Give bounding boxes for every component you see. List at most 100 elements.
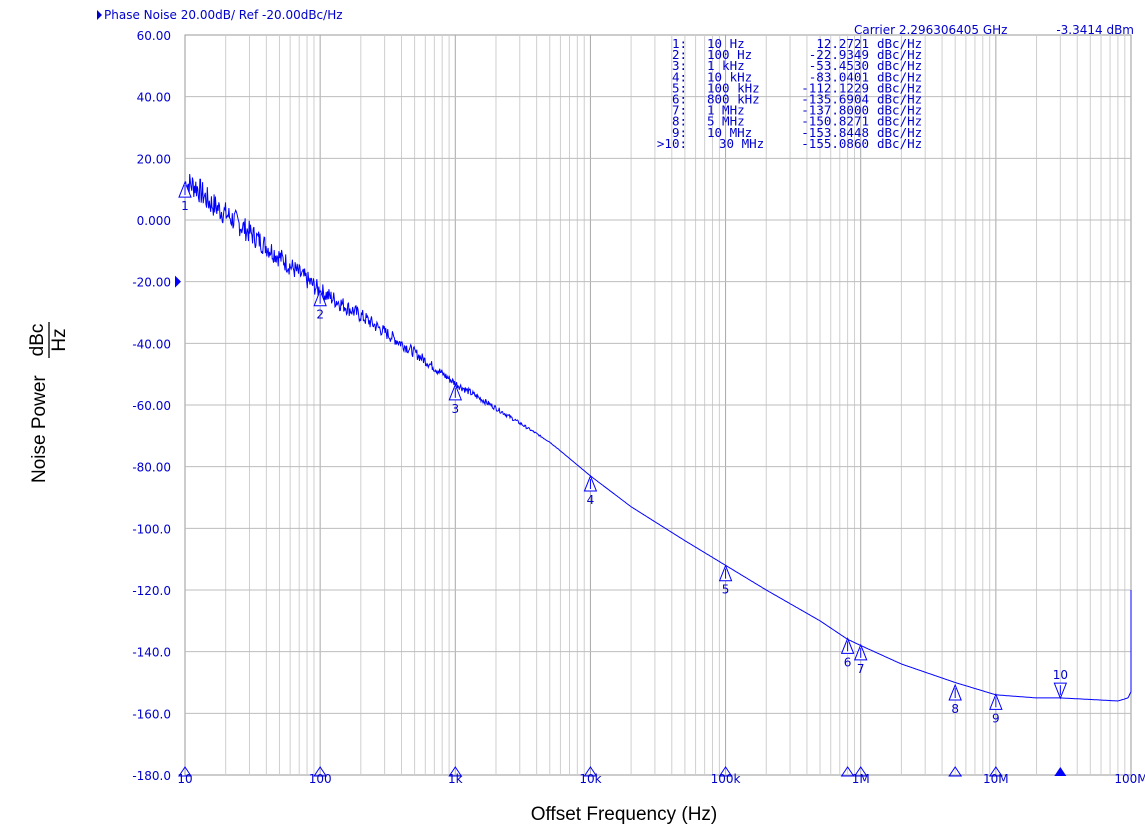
bottom-marker-icon <box>948 766 963 777</box>
marker-table-index: 8: <box>672 114 687 129</box>
bottom-marker-icon <box>178 766 192 777</box>
marker-label: 9 <box>992 711 1000 725</box>
marker-table-unit: dBc/Hz <box>877 36 922 51</box>
marker-table-value: -112.1229 <box>801 80 869 95</box>
y-tick-label: -100.0 <box>132 522 171 536</box>
bottom-marker-active-icon <box>1054 767 1067 776</box>
marker-label: 1 <box>181 199 189 213</box>
marker-table-value: -135.6904 <box>801 92 869 107</box>
y-tick-label: -160.0 <box>132 707 171 721</box>
marker-label: 2 <box>316 308 324 322</box>
reference-level-arrow-icon <box>175 275 181 288</box>
marker-readout-table: 1: 10 Hz 12.2721 dBc/Hz 2: 100 Hz -22.9349 dBc/… <box>657 36 922 151</box>
marker-table-unit: dBc/Hz <box>877 136 922 151</box>
bottom-marker-icon <box>853 766 868 777</box>
x-tick-label: 1M <box>852 772 870 786</box>
marker-table-frequency: 10 MHz <box>707 125 752 140</box>
marker-table-value: -53.4530 <box>809 58 869 73</box>
x-tick-label: 100M <box>1114 772 1145 786</box>
carrier-label: Carrier 2.296306405 GHz <box>854 23 1007 37</box>
x-tick-label: 1k <box>448 772 463 786</box>
marker-label: 6 <box>844 655 852 669</box>
bottom-marker-icon <box>840 766 855 777</box>
marker-table-unit: dBc/Hz <box>877 47 922 62</box>
x-tick-label: 10 <box>177 772 192 786</box>
y-tick-label: -60.00 <box>132 399 171 413</box>
marker-table-index: 3: <box>672 58 687 73</box>
marker-label: 5 <box>722 583 730 597</box>
marker-table-frequency: 1 kHz <box>707 58 745 73</box>
trace-layer <box>184 173 1132 702</box>
marker-label: 3 <box>451 402 459 416</box>
x-axis-title: Offset Frequency (Hz) <box>531 804 718 825</box>
marker-table-frequency: 10 Hz <box>707 36 745 51</box>
marker-table-frequency: 10 kHz <box>707 69 752 84</box>
y-axis-title-main: Noise Power <box>29 375 50 483</box>
bottom-marker-icon <box>448 766 463 777</box>
bottom-marker-row <box>178 766 1067 777</box>
x-tick-label: 100 <box>309 772 332 786</box>
marker-layer: 1 2 3 4 5 6 7 8 9 10 <box>178 180 1068 725</box>
marker-table-index: 9: <box>672 125 687 140</box>
marker-label: 4 <box>587 493 595 507</box>
y-axis-unit-numerator: dBc <box>27 324 48 357</box>
marker-table-index: 6: <box>672 92 687 107</box>
chart-header: Phase Noise 20.00dB/ Ref -20.00dBc/Hz <box>104 8 343 22</box>
marker-table-frequency: 800 kHz <box>707 92 760 107</box>
marker-table-value: -137.8000 <box>801 103 869 118</box>
marker-table-value: -83.0401 <box>809 69 869 84</box>
y-tick-label: -120.0 <box>132 584 171 598</box>
y-tick-labels: 60.00 40.00 20.00 0.000 -20.00 -40.00 -60.00 -8… <box>132 29 171 783</box>
marker-table-index: 4: <box>672 69 687 84</box>
marker-table-value: -150.8271 <box>801 114 869 129</box>
marker-table-index: 5: <box>672 80 687 95</box>
carrier-power: -3.3414 dBm <box>1056 23 1134 37</box>
marker-label: 10 <box>1053 668 1068 682</box>
y-tick-label: 40.00 <box>137 91 171 105</box>
bottom-marker-icon <box>718 766 733 777</box>
bottom-marker-icon <box>313 766 328 777</box>
marker-table-value: -155.0860 <box>801 136 869 151</box>
marker-table-value: 12.2721 <box>816 36 869 51</box>
marker-label: 8 <box>951 702 959 716</box>
y-tick-label: 0.000 <box>137 214 171 228</box>
bottom-marker-icon <box>583 766 598 777</box>
marker-label: 7 <box>857 662 865 676</box>
marker-table-frequency: 100 kHz <box>707 80 760 95</box>
phase-noise-trace <box>184 173 1132 702</box>
marker-table-unit: dBc/Hz <box>877 58 922 73</box>
bottom-marker-icon <box>988 766 1003 777</box>
marker-table-index: 2: <box>672 47 687 62</box>
marker-table-value: -153.8448 <box>801 125 869 140</box>
marker-table-frequency: 5 MHz <box>707 114 745 129</box>
marker-table-value: -22.9349 <box>809 47 869 62</box>
x-tick-labels: 10 100 1k 10k 100k 1M 10M 100M <box>177 772 1145 786</box>
y-tick-label: 60.00 <box>137 29 171 43</box>
marker-table-unit: dBc/Hz <box>877 69 922 84</box>
grid <box>184 34 1132 776</box>
y-tick-label: 20.00 <box>137 152 171 166</box>
marker-table-index: 7: <box>672 103 687 118</box>
marker-table-unit: dBc/Hz <box>877 114 922 129</box>
marker-table-unit: dBc/Hz <box>877 92 922 107</box>
x-tick-label: 100k <box>711 772 741 786</box>
y-axis-unit-denominator: Hz <box>49 328 70 351</box>
marker-table-frequency: 100 Hz <box>707 47 752 62</box>
x-tick-label: 10k <box>579 772 601 786</box>
y-tick-label: -80.00 <box>132 461 171 475</box>
y-tick-label: -20.00 <box>132 276 171 290</box>
marker-table-unit: dBc/Hz <box>877 125 922 140</box>
marker-table-index: >10: <box>657 136 687 151</box>
marker-table-unit: dBc/Hz <box>877 80 922 95</box>
y-tick-label: -180.0 <box>132 769 171 783</box>
header-arrow-icon <box>97 10 102 20</box>
y-tick-label: -40.00 <box>132 337 171 351</box>
y-axis-title: Noise Power dBc Hz <box>27 322 70 483</box>
marker-table-index: 1: <box>672 36 687 51</box>
marker-table-frequency: 30 MHz <box>719 136 764 151</box>
marker-table-unit: dBc/Hz <box>877 103 922 118</box>
marker-table-frequency: 1 MHz <box>707 103 745 118</box>
x-tick-label: 10M <box>983 772 1009 786</box>
y-tick-label: -140.0 <box>132 646 171 660</box>
